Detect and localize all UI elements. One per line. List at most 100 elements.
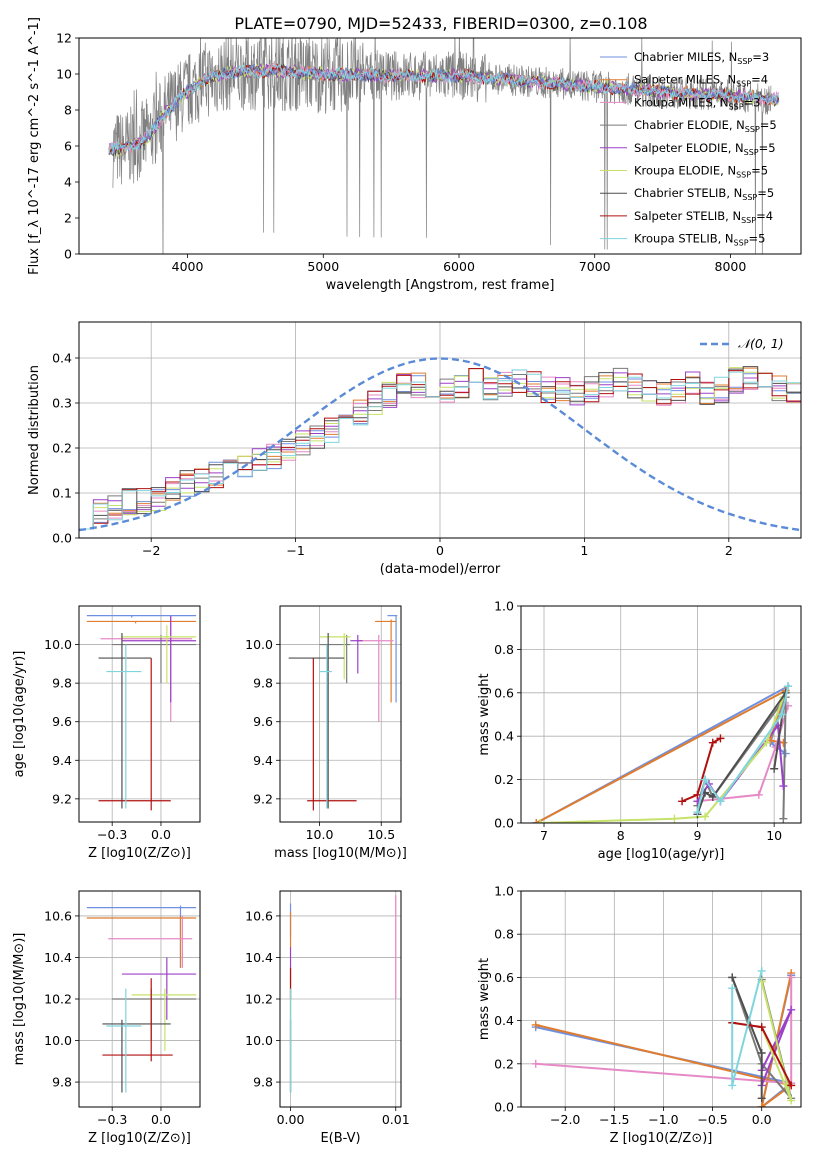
y-tick-label: 0.1: [52, 486, 72, 501]
weight-vs-age-panel: 7 8 9 10 0.0 0.2 0.4 0.6 0.8 1.0 age [log10(age/yr…: [477, 599, 802, 862]
y-tick-label: 10.0: [245, 1033, 273, 1048]
weight-marker: [787, 1081, 796, 1090]
x-tick-label: 0.0: [752, 1112, 772, 1127]
y-tick-label: 0.8: [494, 642, 514, 657]
weight-marker: [678, 797, 687, 806]
y-tick-label: 10.2: [44, 992, 72, 1007]
legend-entry: Kroupa ELODIE, NSSP=5: [634, 164, 768, 180]
weight-marker: [787, 973, 796, 982]
figure-title: PLATE=0790, MJD=52433, FIBERID=0300, z=0…: [234, 14, 647, 33]
y-tick-label: 0.2: [494, 1056, 514, 1071]
mass-vs-reddening-panel: 0.00 0.01 9.8 10.0 10.2 10.4 10.6 E(B-V): [245, 890, 410, 1146]
y-tick-label: 12: [56, 31, 72, 46]
x-tick-label: −0.3: [97, 827, 127, 842]
residual-histogram: [79, 369, 801, 530]
plot-area: [86, 615, 197, 811]
y-tick-label: 2: [64, 211, 72, 226]
x-tick-label: −2: [142, 543, 160, 558]
weight-marker: [670, 814, 679, 823]
plot-area: [86, 905, 197, 1093]
x-axis-label: Z [log10(Z/Z⊙)]: [88, 846, 191, 861]
y-tick-label: 9.8: [52, 676, 72, 691]
weight-marker: [708, 738, 717, 747]
x-tick-label: 0: [436, 543, 444, 558]
y-axis-label: Normed distribution: [27, 365, 42, 495]
plot-area: [289, 895, 397, 1093]
x-axis-label: Z [log10(Z/Z⊙)]: [610, 1131, 713, 1146]
weight-line: [760, 1009, 793, 1086]
y-tick-label: 10.0: [245, 637, 273, 652]
weight-line: [540, 696, 785, 823]
y-tick-label: 0.2: [52, 441, 72, 456]
y-axis-label: Flux [f_λ 10^-17 erg cm^-2 s^-1 A^-1]: [27, 17, 42, 275]
axes-frame: [520, 890, 802, 1108]
y-tick-label: 4: [64, 175, 72, 190]
y-axis-label: mass weight: [477, 958, 492, 1040]
x-axis-label: E(B-V): [320, 1131, 360, 1146]
x-axis-label: mass [log10(M/M⊙)]: [274, 846, 407, 861]
y-tick-label: 0.4: [52, 351, 72, 366]
x-axis-label: (data-model)/error: [380, 562, 501, 577]
y-tick-label: 9.6: [52, 714, 72, 729]
y-tick-label: 9.2: [52, 791, 72, 806]
weight-marker: [757, 1094, 766, 1103]
y-tick-label: 9.8: [253, 1075, 273, 1090]
weight-marker: [757, 1049, 766, 1057]
plot-area: [532, 682, 792, 823]
weight-marker: [783, 682, 792, 691]
y-tick-label: 9.8: [253, 676, 273, 691]
weight-vs-metallicity-panel: −2.0 −1.5 −1.0 −0.5 0.0 0.0 0.2 0.4 0.6 0.8 1.0 Z […: [477, 884, 802, 1146]
x-tick-label: 10.0: [306, 827, 334, 842]
x-tick-label: −1.0: [648, 1112, 678, 1127]
x-tick-label: −2.0: [550, 1112, 580, 1127]
weight-marker: [757, 1103, 766, 1107]
model-spectrum-line: [108, 64, 780, 153]
weight-marker: [779, 782, 788, 791]
axes-frame: [78, 321, 802, 539]
x-axis-label: Z [log10(Z/Z⊙)]: [88, 1131, 191, 1146]
weight-marker: [762, 738, 771, 747]
weight-marker: [787, 1096, 796, 1105]
weight-line: [535, 688, 788, 823]
weight-marker: [777, 710, 786, 719]
y-tick-label: 6: [64, 139, 72, 154]
y-tick-label: 10.2: [245, 992, 273, 1007]
y-axis-label: age [log10(age/yr)]: [12, 651, 27, 778]
plot-area: [531, 966, 796, 1107]
y-tick-label: 10.6: [245, 908, 273, 923]
x-tick-label: 4000: [172, 259, 204, 274]
y-tick-label: 9.6: [253, 714, 273, 729]
y-tick-label: 10.4: [245, 950, 273, 965]
axes-frame: [78, 37, 802, 255]
legend-entry: Chabrier ELODIE, NSSP=5: [634, 118, 777, 134]
x-axis-label: wavelength [Angstrom, rest frame]: [326, 278, 555, 293]
y-tick-label: 0.0: [52, 531, 72, 546]
y-tick-label: 10.0: [44, 1033, 72, 1048]
y-tick-label: 0.6: [494, 685, 514, 700]
y-tick-label: 0.8: [494, 927, 514, 942]
legend-entry: Kroupa STELIB, NSSP=5: [634, 232, 765, 248]
weight-marker: [701, 812, 710, 821]
plot-area: [108, 38, 780, 254]
x-tick-label: 8000: [715, 259, 747, 274]
x-tick-label: 0.0: [151, 1112, 171, 1127]
age-vs-mass-panel: 10.0 10.5 9.2 9.4 9.6 9.8 10.0 mass [log10(M/M⊙…: [245, 605, 407, 861]
weight-marker: [693, 808, 702, 817]
axes-frame: [520, 605, 802, 824]
y-tick-label: 0.2: [494, 772, 514, 787]
y-tick-label: 0.3: [52, 396, 72, 411]
legend-entry: Salpeter ELODIE, NSSP=5: [634, 141, 776, 157]
weight-marker: [779, 738, 788, 747]
weight-marker: [532, 819, 541, 823]
weight-marker: [787, 1005, 796, 1014]
y-tick-label: 0.0: [494, 1100, 514, 1115]
x-tick-label: 9: [693, 828, 701, 843]
y-tick-label: 9.8: [52, 1075, 72, 1090]
y-tick-label: 10: [56, 67, 72, 82]
weight-marker: [701, 775, 710, 784]
x-tick-label: 7000: [579, 259, 611, 274]
x-tick-label: 10: [766, 828, 782, 843]
x-tick-label: −0.5: [697, 1112, 727, 1127]
x-tick-label: 1: [580, 543, 588, 558]
y-tick-label: 9.2: [253, 791, 273, 806]
